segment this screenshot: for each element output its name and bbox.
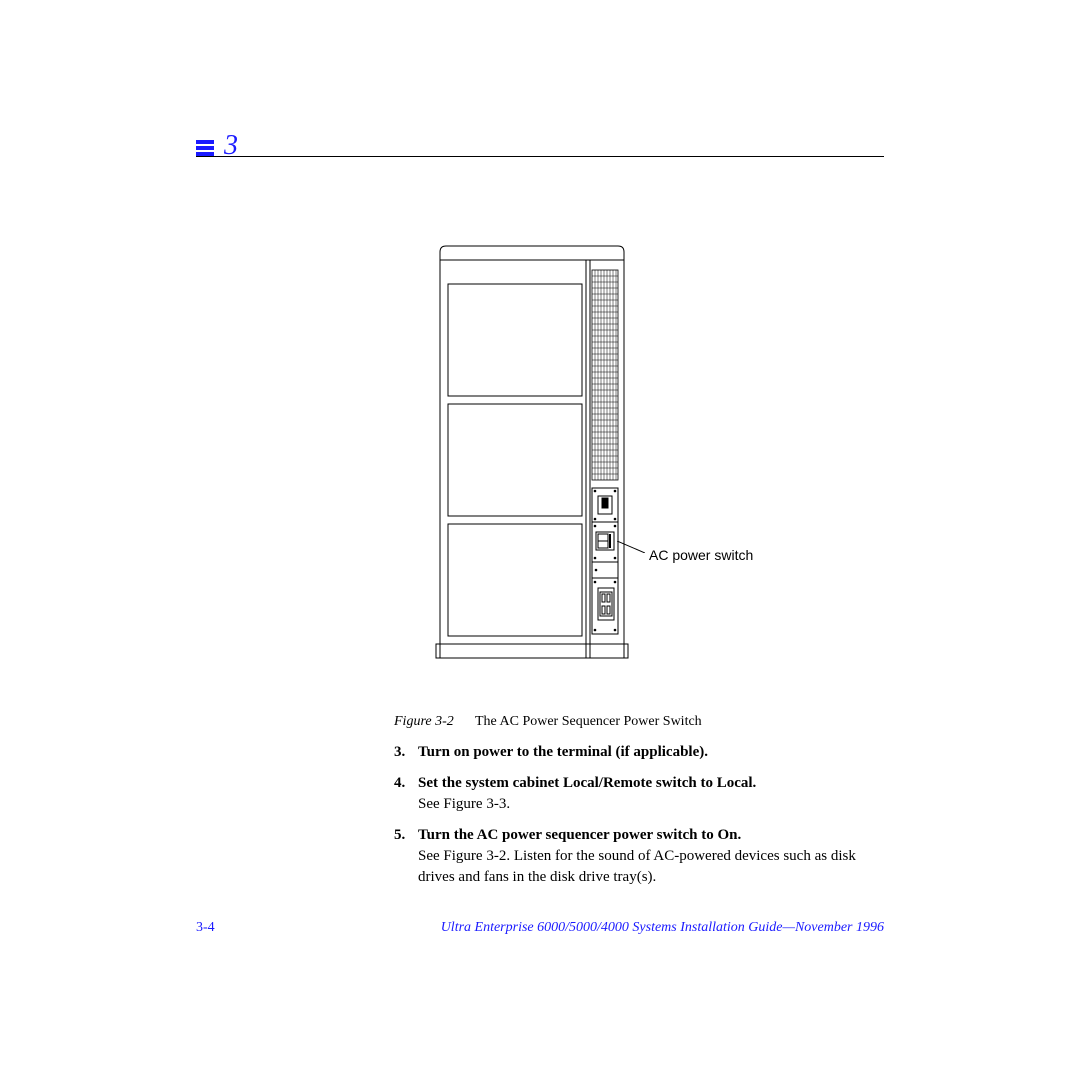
page-footer: 3-4 Ultra Enterprise 6000/5000/4000 Syst… xyxy=(196,920,884,936)
figure-label: Figure 3-2 xyxy=(394,714,454,729)
step-number: 5. xyxy=(394,825,412,888)
figure-cabinet-diagram xyxy=(432,244,632,662)
page-number: 3-4 xyxy=(196,920,215,936)
step-desc: See Figure 3-3. xyxy=(418,796,510,812)
callout-ac-power-switch: AC power switch xyxy=(649,547,753,563)
step-title: Turn on power to the terminal (if applic… xyxy=(418,744,708,760)
step-4: 4. Set the system cabinet Local/Remote s… xyxy=(394,773,884,815)
step-title: Turn the AC power sequencer power switch… xyxy=(418,827,741,843)
step-5: 5. Turn the AC power sequencer power swi… xyxy=(394,825,884,888)
step-title: Set the system cabinet Local/Remote swit… xyxy=(418,775,756,791)
figure-caption: Figure 3-2 The AC Power Sequencer Power … xyxy=(394,712,884,732)
instruction-steps: 3. Turn on power to the terminal (if app… xyxy=(394,742,884,898)
book-title: Ultra Enterprise 6000/5000/4000 Systems … xyxy=(441,920,884,936)
step-number: 3. xyxy=(394,742,412,763)
figure-caption-text: The AC Power Sequencer Power Switch xyxy=(475,714,702,729)
step-3: 3. Turn on power to the terminal (if app… xyxy=(394,742,884,763)
step-desc: See Figure 3-2. Listen for the sound of … xyxy=(418,848,856,885)
step-number: 4. xyxy=(394,773,412,815)
chapter-bars-icon xyxy=(196,140,214,160)
header-rule xyxy=(196,156,884,157)
document-page: 3 xyxy=(0,0,1080,1080)
